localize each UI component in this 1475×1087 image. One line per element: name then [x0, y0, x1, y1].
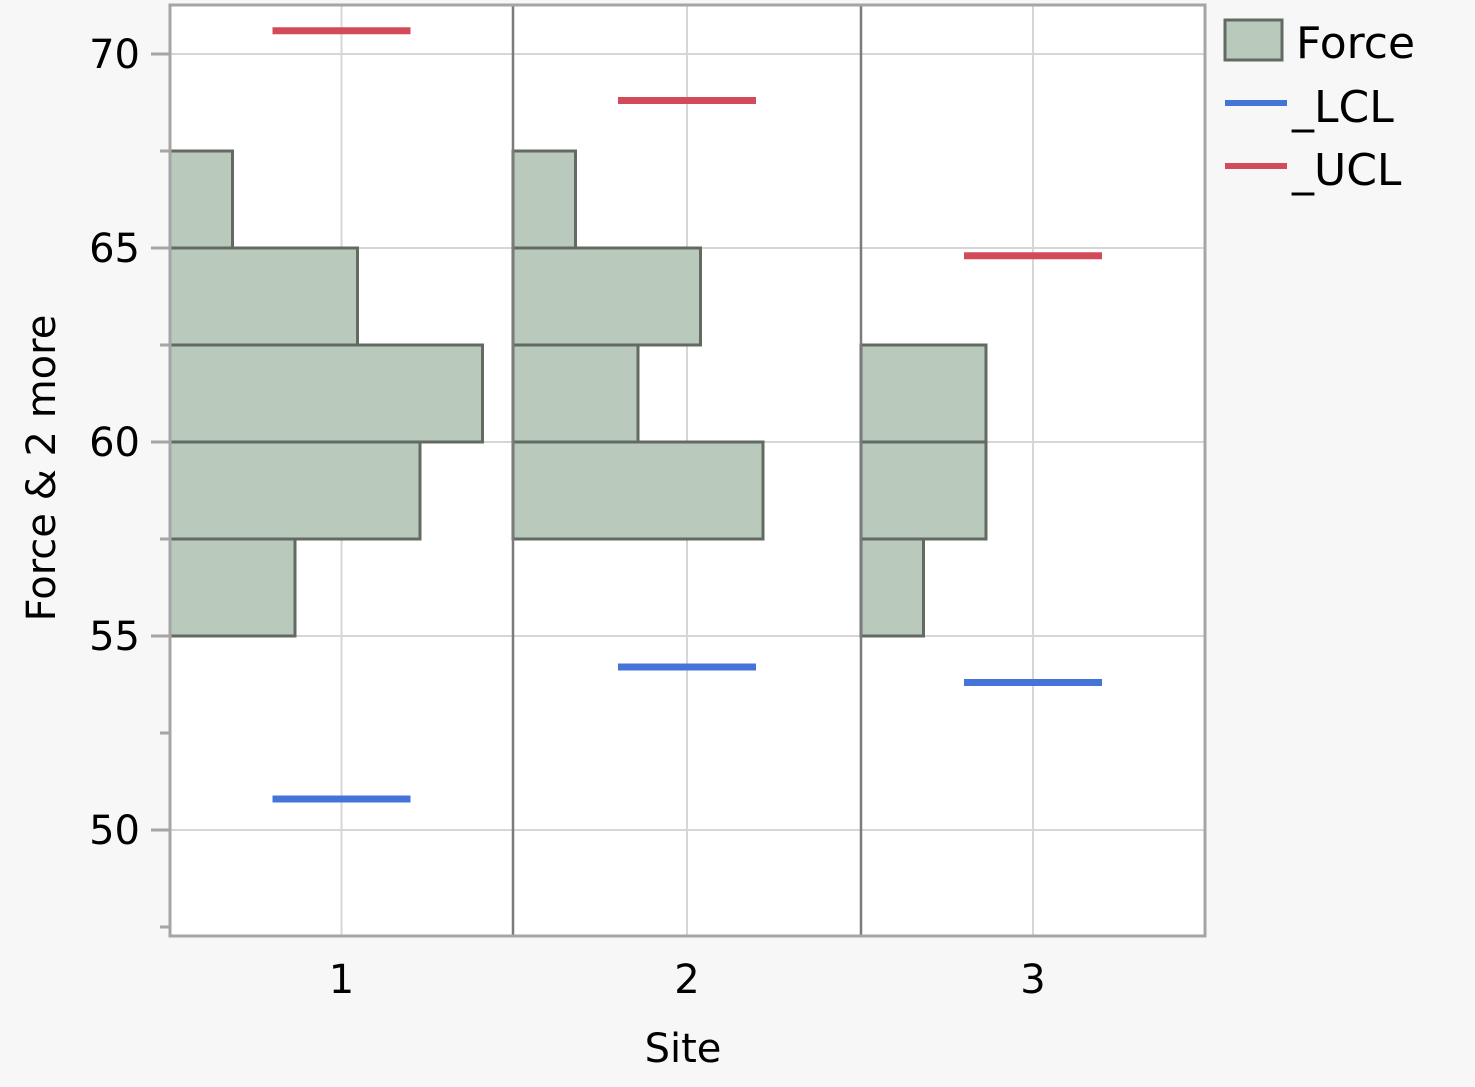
y-tick-label: 50 [89, 808, 140, 854]
legend-label-force: Force [1296, 18, 1415, 69]
histogram-bar [859, 537, 925, 638]
y-tick-label: 65 [89, 226, 140, 272]
legend-force-swatch [1223, 18, 1284, 62]
histogram-bar [511, 440, 765, 541]
y-axis-title: Force & 2 more [19, 315, 65, 622]
x-tick-label: 1 [329, 957, 354, 1003]
y-tick-label: 70 [89, 32, 140, 78]
histogram-bar [511, 149, 577, 250]
histogram-bar [859, 440, 988, 541]
legend: Force _LCL _UCL [1223, 18, 1415, 196]
y-tick-label: 55 [89, 614, 140, 660]
y-tick-label: 60 [89, 420, 140, 466]
histogram-bar [859, 343, 988, 444]
legend-label-ucl: _UCL [1291, 145, 1402, 196]
x-tick-label: 2 [674, 957, 699, 1003]
histogram-bar [511, 246, 702, 347]
histogram-bar [168, 440, 422, 541]
histogram-bar [168, 343, 484, 444]
histogram-bar [168, 149, 234, 250]
histogram-bar [168, 246, 359, 347]
histogram-bar [511, 343, 640, 444]
x-tick-label: 3 [1020, 957, 1045, 1003]
x-axis-title: Site [645, 1026, 722, 1072]
plot-frame [168, 3, 1207, 938]
histogram-bar [168, 537, 297, 638]
legend-label-lcl: _LCL [1291, 82, 1394, 133]
